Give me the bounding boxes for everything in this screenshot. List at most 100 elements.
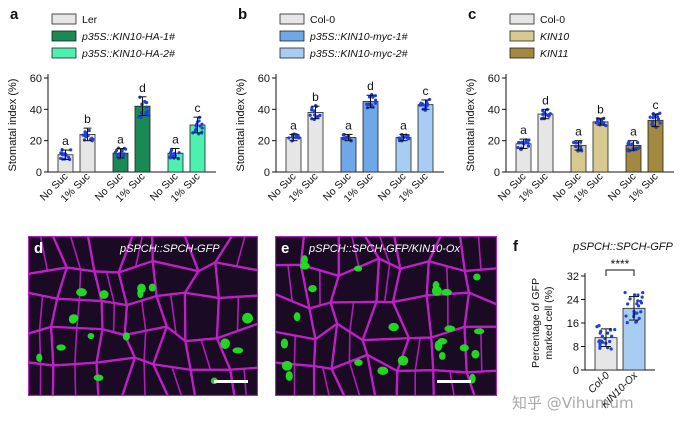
y-axis-label: Stomatal index (%) — [235, 79, 247, 172]
legend-label: Col-0 — [540, 14, 565, 26]
scale-bar — [214, 380, 248, 383]
cell-outline — [169, 294, 177, 334]
data-point — [373, 94, 378, 98]
significance-letter: a — [62, 134, 69, 148]
significance-letter: c — [423, 84, 429, 98]
data-point — [144, 105, 149, 109]
data-point — [574, 144, 578, 149]
gfp-nucleus — [438, 351, 446, 360]
data-point — [81, 133, 85, 137]
cell-outline — [112, 303, 116, 333]
legend-label: p35S::KIN10-HA-2# — [81, 48, 175, 60]
data-point — [90, 139, 94, 143]
cell-outline — [275, 361, 316, 396]
micrograph-e-label: pSPCH::SPCH-GFP/KIN10-Ox — [309, 243, 460, 255]
cell-outline — [330, 353, 377, 396]
data-point — [624, 314, 628, 318]
y-tick-label: 40 — [30, 104, 42, 116]
bar — [340, 137, 357, 173]
legend-label: p35S::KIN10-myc-2# — [309, 48, 408, 60]
micrograph-d-label: pSPCH::SPCH-GFP — [120, 243, 220, 255]
data-point — [137, 115, 141, 119]
gfp-nucleus — [388, 322, 399, 332]
y-tick-label: 32 — [567, 271, 579, 283]
cell-outline — [293, 335, 296, 365]
bar — [307, 112, 324, 173]
data-point — [177, 151, 181, 155]
cell-outline — [143, 330, 147, 361]
data-point — [144, 100, 149, 105]
cell-outline — [463, 267, 497, 306]
data-point — [310, 108, 314, 112]
gfp-nucleus — [242, 312, 253, 324]
y-tick-label: 20 — [258, 136, 270, 148]
cell-outline — [321, 367, 330, 396]
y-tick-label: 0 — [36, 167, 42, 179]
cell-outline — [463, 325, 497, 374]
cell-outline — [214, 236, 258, 272]
cell-outline — [395, 369, 435, 396]
data-point — [120, 148, 124, 153]
data-point — [656, 117, 661, 121]
cell-outline — [171, 366, 183, 396]
gfp-nucleus — [93, 374, 104, 381]
data-point — [596, 119, 600, 123]
panel-letter-f: f — [513, 238, 518, 255]
cell-outline — [51, 361, 100, 396]
data-point — [613, 327, 617, 332]
data-point — [58, 156, 63, 161]
legend-swatch — [279, 30, 305, 42]
data-point — [636, 304, 641, 308]
data-point — [636, 299, 640, 303]
data-point — [604, 123, 608, 128]
data-point — [599, 339, 604, 343]
legend-swatch — [509, 47, 535, 59]
data-point — [308, 113, 312, 117]
y-tick-label: 0 — [494, 167, 500, 179]
data-point — [639, 301, 644, 305]
data-point — [636, 293, 640, 297]
data-point — [648, 115, 652, 119]
panel-letter-b: b — [238, 6, 248, 23]
significance-letter: a — [345, 118, 352, 132]
data-point — [66, 155, 71, 159]
data-point — [90, 136, 94, 140]
cell-outline — [366, 353, 399, 396]
cell-outline — [75, 299, 81, 329]
data-point — [640, 295, 644, 299]
data-point — [517, 141, 522, 145]
data-point — [318, 113, 322, 117]
cell-outline — [351, 236, 360, 268]
cell-outline — [214, 261, 258, 300]
bar — [537, 113, 554, 173]
cell-outline — [236, 296, 240, 332]
gfp-nucleus — [437, 338, 448, 345]
gfp-nucleus — [36, 353, 43, 362]
bar — [417, 104, 434, 173]
gfp-nucleus — [137, 283, 146, 294]
gfp-nucleus — [308, 284, 317, 293]
cell-outline — [69, 236, 82, 270]
data-point — [121, 154, 126, 158]
data-point — [526, 144, 531, 148]
gfp-nucleus — [232, 347, 244, 354]
y-tick-label: 24 — [567, 295, 579, 307]
significance-letter: a — [630, 125, 637, 139]
significance-letter: d — [367, 79, 374, 93]
data-point — [297, 136, 301, 140]
gfp-nucleus — [471, 349, 480, 359]
data-point — [69, 148, 73, 152]
chart-b: Col-0p35S::KIN10-myc-1#p35S::KIN10-myc-2… — [235, 13, 444, 205]
data-point — [113, 150, 117, 155]
cell-outline — [200, 339, 212, 370]
cell-outline — [391, 294, 433, 340]
data-point — [168, 155, 172, 159]
significance-letter: c — [653, 98, 659, 112]
gfp-nucleus — [432, 281, 440, 290]
legend-label: Col-0 — [310, 14, 335, 26]
y-tick-label: 40 — [258, 104, 270, 116]
data-point — [610, 334, 614, 338]
data-point — [628, 297, 632, 301]
data-point — [609, 347, 613, 351]
